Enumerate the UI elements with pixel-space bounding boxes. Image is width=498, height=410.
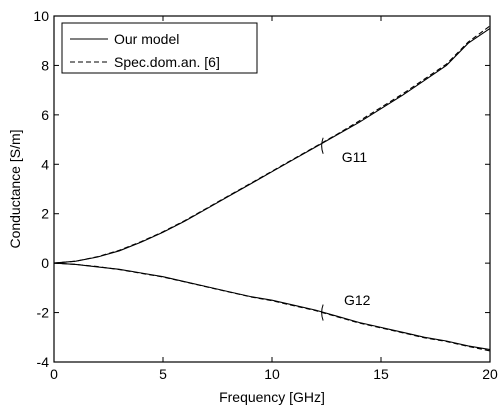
series-line-g11-spec-dom-an — [53, 25, 491, 264]
y-tick-label: 6 — [41, 107, 49, 123]
y-axis-label: Conductance [S/m] — [7, 129, 23, 248]
curve-annotations: G11 G12 — [321, 137, 371, 321]
annotation-g12: G12 — [344, 292, 371, 308]
axis-ticks: 0 5 10 15 20 -4 -2 0 2 4 6 8 10 — [33, 8, 498, 382]
y-tick-label: 4 — [41, 156, 49, 172]
y-tick-label: 2 — [41, 206, 49, 222]
y-tick-label: 0 — [41, 255, 49, 271]
x-tick-label: 15 — [373, 366, 389, 382]
x-tick-label: 10 — [264, 366, 280, 382]
annotation-g11: G11 — [342, 149, 368, 165]
y-tick-label: -2 — [37, 305, 50, 321]
y-tick-label: -4 — [37, 354, 50, 370]
series-lines — [53, 25, 491, 352]
series-line-g12-spec-dom-an — [53, 262, 491, 352]
y-tick-label: 8 — [41, 57, 49, 73]
annotation-marker-g11 — [321, 137, 324, 154]
legend-box — [61, 22, 258, 74]
x-tick-label: 0 — [50, 366, 58, 382]
annotation-marker-g12 — [321, 304, 324, 321]
y-tick-label: 10 — [33, 8, 49, 24]
legend-entry-spec-dom-an: Spec.dom.an. [6] — [114, 54, 220, 70]
series-line-g12-our-model — [53, 262, 491, 351]
legend: Our model Spec.dom.an. [6] — [61, 22, 258, 74]
x-axis-label: Frequency [GHz] — [219, 389, 325, 405]
legend-entry-our-model: Our model — [114, 31, 179, 47]
x-tick-label: 20 — [482, 366, 498, 382]
x-tick-label: 5 — [159, 366, 167, 382]
